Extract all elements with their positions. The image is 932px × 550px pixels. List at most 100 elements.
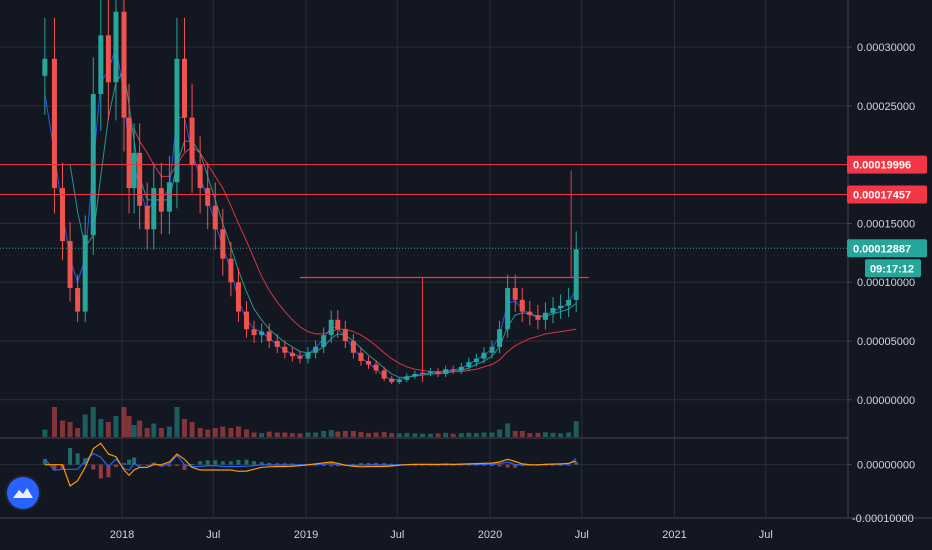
candle <box>82 235 88 312</box>
candle <box>535 315 541 320</box>
candle <box>151 188 157 230</box>
histogram-bar <box>358 463 363 465</box>
histogram-bar <box>574 461 579 465</box>
histogram-bar <box>42 459 47 465</box>
histogram-bar <box>543 464 548 466</box>
time-tick-label: 2019 <box>294 529 318 541</box>
time-tick-label: 2021 <box>662 529 686 541</box>
candle <box>412 373 418 377</box>
price-axis[interactable]: 0.00030000 0.00025000 0.00015000 0.00010000… <box>848 42 915 407</box>
histogram-bar <box>428 464 433 466</box>
volume-bar <box>182 419 188 437</box>
candle <box>274 340 280 347</box>
histogram-bar <box>137 464 142 466</box>
volume-bar <box>166 426 172 437</box>
volume-bar <box>212 428 218 437</box>
histogram-bar <box>91 464 96 470</box>
time-tick-label: 2018 <box>110 529 134 541</box>
volume-bar <box>473 433 479 437</box>
tradingview-logo-icon[interactable] <box>7 477 39 509</box>
price-tag-label: 0.00012887 <box>853 243 911 255</box>
volume-bar <box>60 420 66 437</box>
candle <box>305 352 311 359</box>
histogram-bar <box>490 464 495 466</box>
candle <box>42 58 48 76</box>
candle <box>335 319 341 330</box>
volume-bar <box>126 416 132 437</box>
volume-bar <box>450 433 456 437</box>
volume-bar <box>535 432 541 437</box>
histogram-bar <box>174 464 179 466</box>
price-tick-label: 0.00005000 <box>857 336 915 348</box>
price-tick-label: 0.00000000 <box>857 395 915 407</box>
candle <box>131 152 137 189</box>
candle <box>466 362 472 367</box>
candle <box>358 352 364 361</box>
volume-bar <box>573 421 579 437</box>
volume-bar <box>489 432 495 437</box>
candle <box>542 312 548 320</box>
candle <box>435 371 441 374</box>
candle <box>527 311 533 316</box>
histogram-bar <box>68 448 73 465</box>
volume-bar <box>505 423 511 437</box>
volume-bar <box>174 407 180 437</box>
indicator-axis[interactable]: 0.00000000 -0.00010000 <box>848 460 915 525</box>
volume-bar <box>458 433 464 437</box>
candle <box>137 152 143 206</box>
histogram-bar <box>244 459 249 465</box>
candle <box>158 188 164 212</box>
histogram-bar <box>52 464 57 471</box>
histogram-bar <box>282 463 287 465</box>
volume-bar <box>113 416 119 437</box>
candle <box>566 299 572 306</box>
candle <box>489 346 495 353</box>
volume-bar <box>412 433 418 437</box>
histogram-bar <box>267 462 272 465</box>
volume-bar <box>519 431 525 437</box>
volume-bar <box>259 433 265 437</box>
candle <box>404 376 410 380</box>
volume-bar <box>251 432 257 437</box>
time-tick-label: Jul <box>390 529 404 541</box>
histogram-bar <box>159 464 164 467</box>
volume-bar <box>328 430 334 437</box>
candle <box>166 182 172 212</box>
candle <box>328 319 334 336</box>
histogram-bar <box>558 464 563 466</box>
candle <box>235 282 241 312</box>
price-tag-box <box>847 239 927 258</box>
ma-long-line <box>129 128 577 373</box>
volume-bar <box>67 422 73 437</box>
volume-bar <box>244 429 250 437</box>
candle <box>121 11 127 118</box>
candle <box>297 356 303 359</box>
volume-bar <box>82 414 88 437</box>
histogram-bar <box>190 463 195 465</box>
countdown-label: 09:17:12 <box>870 263 914 275</box>
volume-bar <box>151 423 157 437</box>
histogram-bar <box>374 462 379 465</box>
candle <box>428 371 434 373</box>
volume-bar <box>75 428 81 437</box>
indicator-pane <box>42 442 579 487</box>
candle <box>381 370 387 379</box>
drawing-annotations[interactable] <box>0 164 848 383</box>
candle <box>220 229 226 259</box>
volume-bar <box>289 433 295 437</box>
time-axis[interactable]: 2018 Jul 2019 Jul 2020 Jul 2021 Jul <box>110 529 773 541</box>
volume-bar <box>558 433 564 437</box>
volume-bar <box>366 433 372 437</box>
volume-bar <box>282 432 288 437</box>
volume-bar <box>497 429 503 437</box>
histogram-bar <box>497 464 502 467</box>
histogram-bar <box>275 463 280 465</box>
histogram-bar <box>566 464 571 466</box>
volume-bar <box>512 431 518 437</box>
histogram-bar <box>205 460 210 465</box>
price-tick-label: 0.00025000 <box>857 101 915 113</box>
candle <box>67 241 73 289</box>
candle <box>75 288 81 312</box>
volume-bar <box>404 433 410 437</box>
